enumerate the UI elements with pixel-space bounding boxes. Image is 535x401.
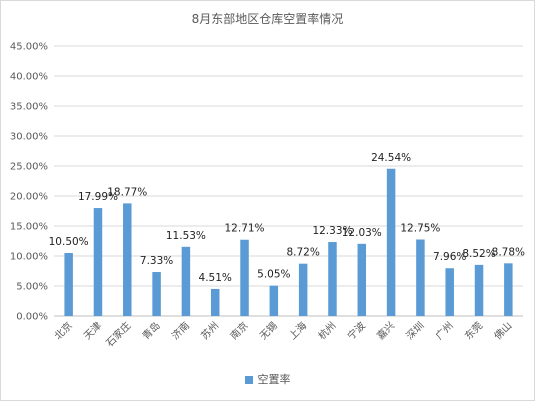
y-tick-label: 10.00% [10, 252, 48, 263]
data-label: 24.54% [371, 152, 411, 164]
bar [93, 208, 103, 316]
x-tick-label: 无锡 [257, 319, 280, 342]
x-tick-label: 北京 [51, 319, 74, 342]
y-tick-label: 30.00% [10, 132, 48, 143]
data-label: 5.05% [257, 269, 290, 281]
bar [474, 264, 484, 316]
bar [64, 253, 73, 316]
bar [357, 243, 367, 316]
bar [269, 285, 279, 316]
bar [210, 288, 220, 316]
data-label: 11.53% [166, 230, 206, 242]
data-label: 12.71% [225, 223, 265, 235]
bar [181, 246, 191, 316]
x-tick-label: 青岛 [139, 319, 162, 342]
bar [123, 203, 132, 316]
x-tick-label: 济南 [169, 319, 192, 342]
x-tick-label: 南京 [227, 319, 250, 342]
bar [445, 268, 454, 316]
data-label: 7.96% [433, 251, 466, 263]
data-label: 7.33% [140, 255, 173, 267]
data-label: 18.77% [107, 186, 147, 198]
bar [240, 239, 249, 316]
bar [328, 242, 337, 316]
bar [504, 263, 513, 316]
x-tick-label: 杭州 [315, 319, 338, 342]
y-tick-label: 20.00% [10, 192, 48, 203]
x-tick-label: 石家庄 [103, 319, 133, 349]
legend-label: 空置率 [257, 373, 291, 386]
bar [416, 239, 425, 316]
y-tick-label: 15.00% [10, 222, 48, 233]
data-label: 8.52% [462, 248, 495, 260]
x-tick-label: 上海 [286, 319, 309, 342]
data-label: 12.03% [342, 227, 382, 239]
data-label: 4.51% [199, 272, 232, 284]
x-tick-label: 东莞 [462, 319, 485, 342]
x-tick-label: 广州 [433, 320, 456, 343]
x-tick-label: 深圳 [404, 320, 427, 343]
x-tick-label: 嘉兴 [374, 319, 397, 342]
data-label: 12.75% [400, 223, 440, 235]
y-tick-label: 45.00% [10, 42, 48, 53]
x-tick-label: 天津 [81, 320, 104, 343]
chart-title: 8月东部地区仓库空置率情况 [191, 12, 344, 26]
x-tick-label: 苏州 [198, 319, 221, 342]
bar [152, 272, 161, 316]
x-tick-label: 宁波 [345, 319, 368, 342]
bar [386, 168, 396, 316]
data-label: 10.50% [49, 236, 89, 248]
x-tick-label: 佛山 [491, 319, 514, 342]
y-tick-label: 35.00% [10, 102, 48, 113]
y-tick-label: 5.00% [16, 282, 48, 293]
y-tick-label: 25.00% [10, 162, 48, 173]
data-label: 8.78% [492, 246, 525, 258]
data-label: 12.33% [312, 225, 352, 237]
y-tick-label: 0.00% [16, 312, 48, 323]
chart-legend: 空置率 [1, 371, 534, 387]
y-tick-label: 40.00% [10, 72, 48, 83]
data-label: 8.72% [286, 247, 319, 259]
bar [298, 263, 308, 316]
legend-swatch [244, 376, 253, 384]
data-label: 17.99% [78, 191, 118, 203]
